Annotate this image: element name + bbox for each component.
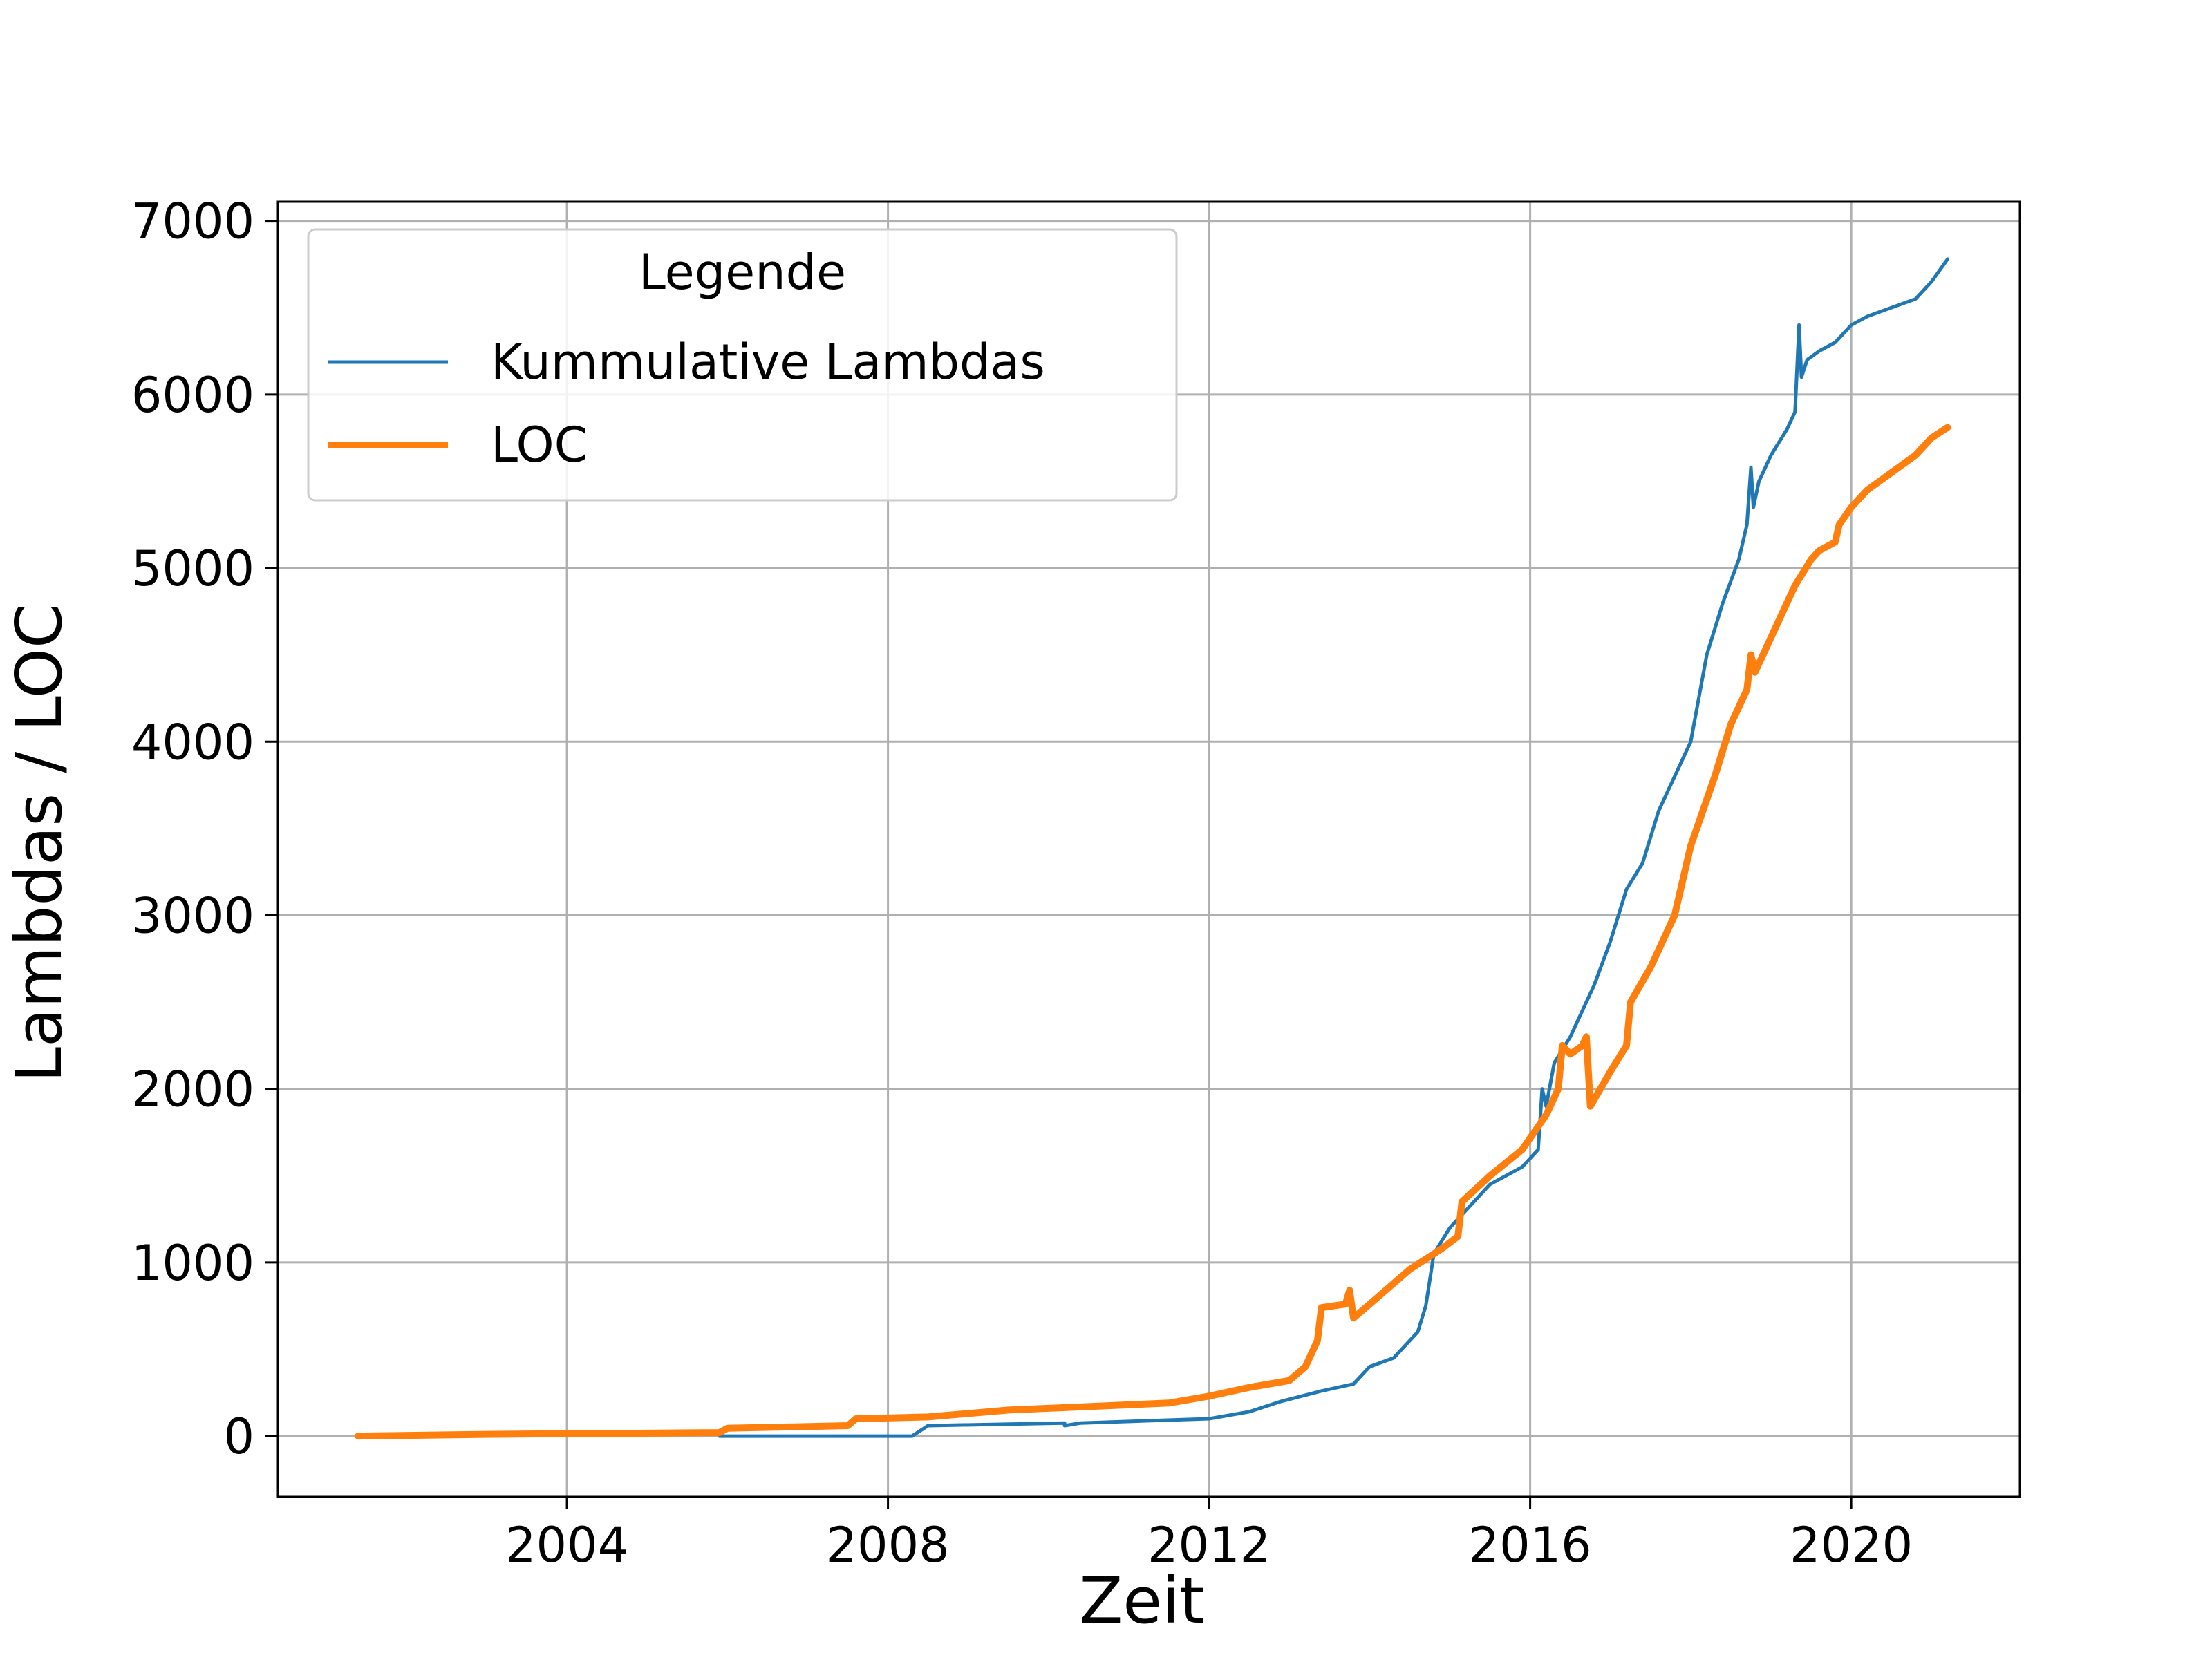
x-tick-label: 2008 (827, 1517, 950, 1574)
y-tick-label: 3000 (131, 887, 254, 944)
x-tick-label: 2020 (1790, 1517, 1913, 1574)
legend-label-lambdas: Kummulative Lambdas (491, 334, 1045, 390)
legend-title: Legende (639, 244, 846, 301)
y-tick-label: 1000 (131, 1235, 254, 1292)
legend-box (307, 228, 1178, 502)
y-tick-label: 6000 (131, 367, 254, 424)
y-tick-label: 5000 (131, 540, 254, 597)
x-tick-label: 2012 (1147, 1517, 1271, 1574)
x-axis-label: Zeit (1079, 1564, 1204, 1638)
x-tick-label: 2004 (505, 1517, 628, 1574)
legend-label-loc: LOC (491, 417, 588, 473)
series-line-loc (355, 424, 1951, 1440)
y-tick-label: 7000 (131, 193, 254, 250)
y-axis-label: Lambdas / LOC (2, 604, 76, 1082)
y-tick-label: 4000 (131, 714, 254, 771)
x-tick-label: 2016 (1469, 1517, 1592, 1574)
series-line-lambdas (718, 257, 1949, 1438)
plot-series (355, 257, 1951, 1440)
axis-ticks: 2004 2008 2012 2016 2020 0 1000 2000 3000 4000 500… (131, 193, 1913, 1574)
legend: Legende Kummulative Lambdas LOC (307, 228, 1178, 502)
grid (278, 202, 2020, 1497)
y-tick-label: 0 (223, 1408, 254, 1465)
axes-frame (276, 200, 2021, 1498)
y-tick-label: 2000 (131, 1061, 254, 1118)
